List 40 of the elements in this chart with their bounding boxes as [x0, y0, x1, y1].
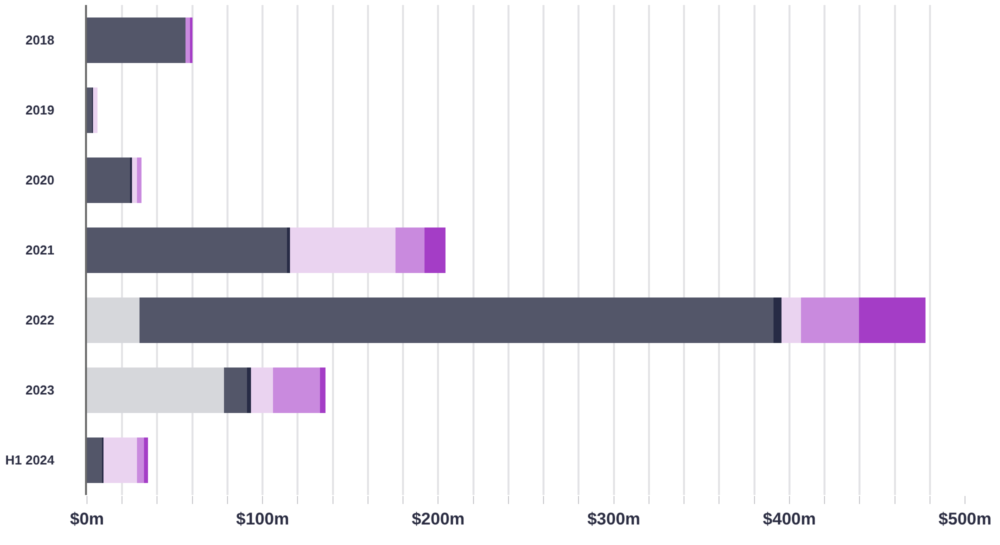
y-tick-label: H1 2024: [5, 452, 56, 468]
bar: [87, 367, 224, 413]
bar: [104, 437, 138, 483]
bar: [272, 367, 320, 413]
bar: [87, 87, 92, 133]
bar: [782, 297, 801, 343]
y-tick-label: 2020: [25, 172, 54, 188]
bar: [136, 157, 142, 203]
y-tick-label: 2021: [25, 242, 54, 258]
bar: [858, 297, 926, 343]
y-tick-label: 2023: [25, 382, 54, 398]
bar: [287, 227, 290, 273]
bar: [87, 157, 130, 203]
bar: [132, 157, 137, 203]
bar: [87, 437, 103, 483]
x-tick-label: $500m: [938, 509, 992, 528]
bar: [290, 227, 396, 273]
bar: [250, 367, 273, 413]
bar: [246, 367, 251, 413]
bar: [92, 87, 98, 133]
x-tick-label: $200m: [412, 509, 465, 528]
bar: [87, 17, 186, 63]
x-tick-label: $300m: [587, 509, 640, 528]
bar: [140, 297, 774, 343]
x-tick-label: $100m: [236, 509, 290, 528]
bar: [144, 437, 148, 483]
bar: [137, 437, 144, 483]
bar: [87, 227, 288, 273]
x-tick-label: $400m: [762, 509, 816, 528]
bar: [224, 367, 247, 413]
y-tick-label: 2019: [25, 102, 54, 118]
bar: [396, 227, 424, 273]
bar: [320, 367, 326, 413]
bar: [774, 297, 782, 343]
bar: [800, 297, 859, 343]
bar: [87, 297, 140, 343]
y-tick-label: 2022: [25, 312, 54, 328]
x-tick-label: $0m: [70, 509, 104, 528]
y-tick-label: 2018: [25, 32, 54, 48]
bar: [424, 227, 446, 273]
